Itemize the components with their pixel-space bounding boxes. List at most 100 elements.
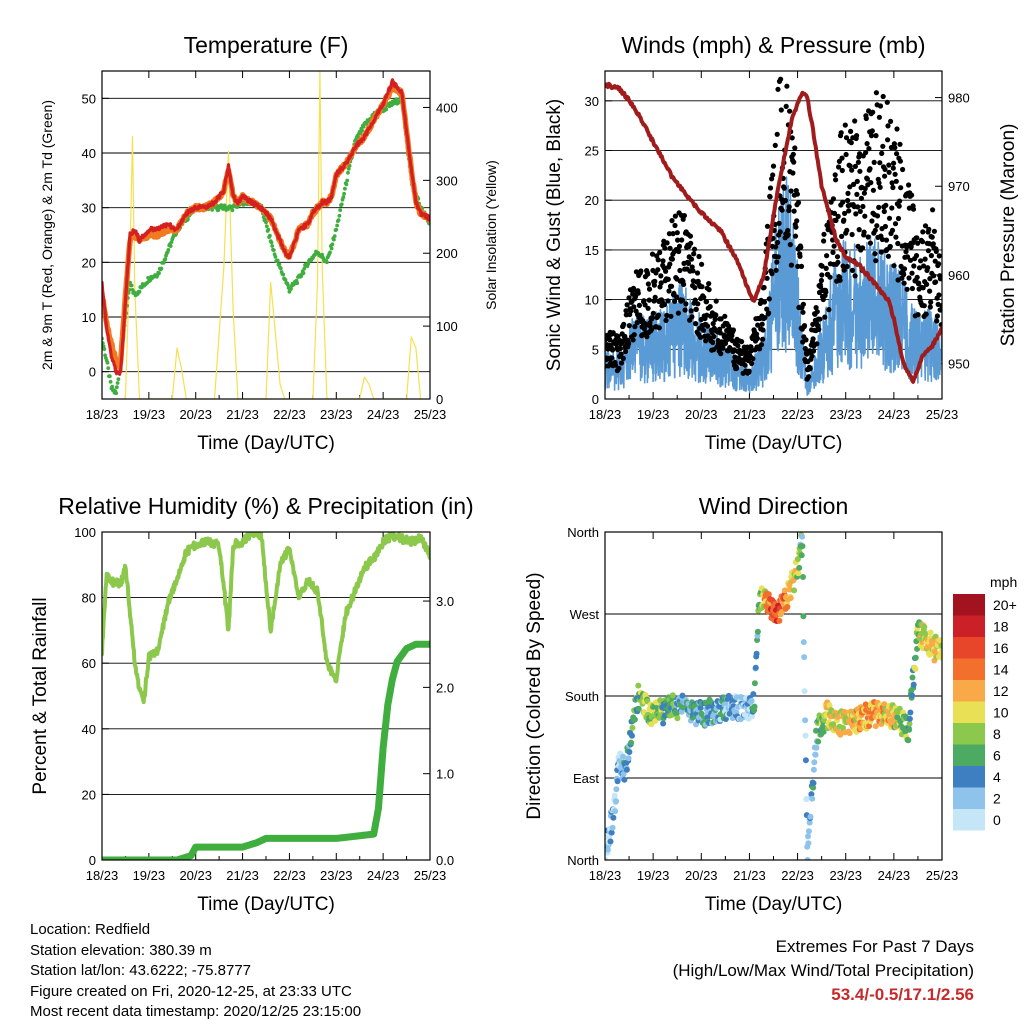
gust-point: [788, 262, 795, 268]
gust-point: [891, 160, 897, 166]
gust-point: [895, 215, 902, 222]
gust-point: [710, 339, 716, 346]
gust-point: [656, 325, 662, 331]
dewpoint-point: [342, 191, 346, 196]
gust-point: [722, 313, 728, 319]
humidity-ytick-label: 80: [82, 591, 96, 606]
dewpoint-point: [266, 227, 271, 232]
gust-point: [685, 260, 692, 266]
gust-point: [906, 182, 912, 188]
dewpoint-point: [269, 240, 274, 245]
direction-point: [810, 766, 817, 773]
winds-xtick-label: 18/23: [589, 407, 622, 422]
gust-point: [712, 316, 718, 323]
direction-xtick-label: 20/23: [685, 868, 718, 883]
temp-2m-line: [102, 78, 430, 376]
gust-point: [886, 162, 892, 168]
temperature-y2label: Solar Insolation (Yellow): [483, 160, 499, 310]
gust-point: [612, 362, 619, 368]
gust-point: [683, 301, 689, 307]
legend-label: 10: [993, 705, 1009, 721]
direction-point: [629, 732, 635, 739]
gust-point: [862, 213, 868, 219]
gust-point: [688, 308, 694, 314]
gust-point: [877, 160, 883, 166]
direction-point: [802, 732, 809, 739]
direction-point: [809, 795, 816, 802]
gust-point: [841, 267, 847, 273]
dewpoint-point: [332, 234, 337, 239]
gust-point: [924, 281, 930, 287]
dewpoint-point: [301, 271, 306, 275]
dewpoint-point: [328, 250, 332, 255]
gust-point: [933, 248, 939, 254]
dewpoint-point: [168, 244, 173, 249]
direction-point: [609, 824, 616, 831]
humidity-xtick-label: 25/23: [414, 868, 447, 883]
gust-point: [852, 118, 858, 124]
gust-point: [894, 126, 900, 132]
gust-point: [667, 245, 673, 251]
direction-point: [921, 623, 928, 630]
gust-point: [915, 312, 921, 318]
gust-point: [839, 233, 845, 239]
gust-point: [666, 231, 673, 237]
gust-point: [861, 190, 868, 196]
gust-point: [767, 194, 773, 200]
gust-point: [845, 197, 851, 204]
direction-point: [820, 728, 827, 735]
gust-point: [876, 180, 882, 186]
gust-point: [823, 289, 829, 295]
gust-point: [820, 296, 826, 303]
gust-point: [668, 313, 674, 319]
dewpoint-point: [161, 260, 166, 265]
dewpoint-point: [335, 223, 339, 228]
gust-point: [881, 208, 887, 215]
gust-point: [754, 331, 760, 337]
gust-point: [676, 248, 682, 255]
direction-point: [607, 838, 614, 845]
dewpoint-point: [230, 208, 235, 213]
gust-point: [688, 256, 695, 262]
direction-point: [753, 650, 760, 657]
gust-point: [874, 213, 881, 219]
gust-point: [672, 298, 678, 304]
direction-point: [813, 744, 820, 751]
gust-point: [621, 321, 627, 327]
winds-ytick-label: 5: [592, 342, 599, 357]
gust-point: [766, 310, 772, 316]
gust-point: [851, 181, 857, 187]
gust-point: [920, 229, 926, 235]
gust-point: [699, 284, 705, 290]
legend-label: 2: [993, 791, 1001, 807]
dewpoint-point: [295, 281, 300, 285]
gust-point: [709, 329, 715, 336]
direction-point: [905, 737, 912, 744]
winds-plot-frame: [604, 70, 943, 400]
gust-point: [664, 240, 670, 246]
gust-point: [652, 278, 658, 284]
winds-xtick-label: 20/23: [685, 407, 718, 422]
gust-point: [692, 297, 698, 303]
temperature-y2tick-label: 400: [436, 100, 458, 115]
gust-point: [879, 150, 885, 156]
gust-point: [658, 280, 664, 286]
dewpoint-point: [166, 248, 171, 252]
dewpoint-point: [345, 178, 350, 183]
temperature-xtick-label: 23/23: [320, 407, 353, 422]
gust-point: [773, 244, 779, 250]
gust-point: [849, 167, 855, 173]
gust-point: [742, 362, 748, 368]
gust-point: [764, 275, 770, 281]
dewpoint-point: [275, 258, 280, 263]
gust-point: [849, 231, 855, 238]
direction-point: [805, 833, 811, 840]
gust-point: [681, 213, 688, 219]
gust-point: [909, 192, 915, 198]
gust-point: [787, 108, 793, 114]
gust-point: [617, 345, 623, 352]
temperature-xtick-label: 22/23: [273, 407, 306, 422]
gust-point: [652, 294, 658, 300]
direction-point: [614, 778, 621, 785]
gust-point: [674, 230, 680, 236]
